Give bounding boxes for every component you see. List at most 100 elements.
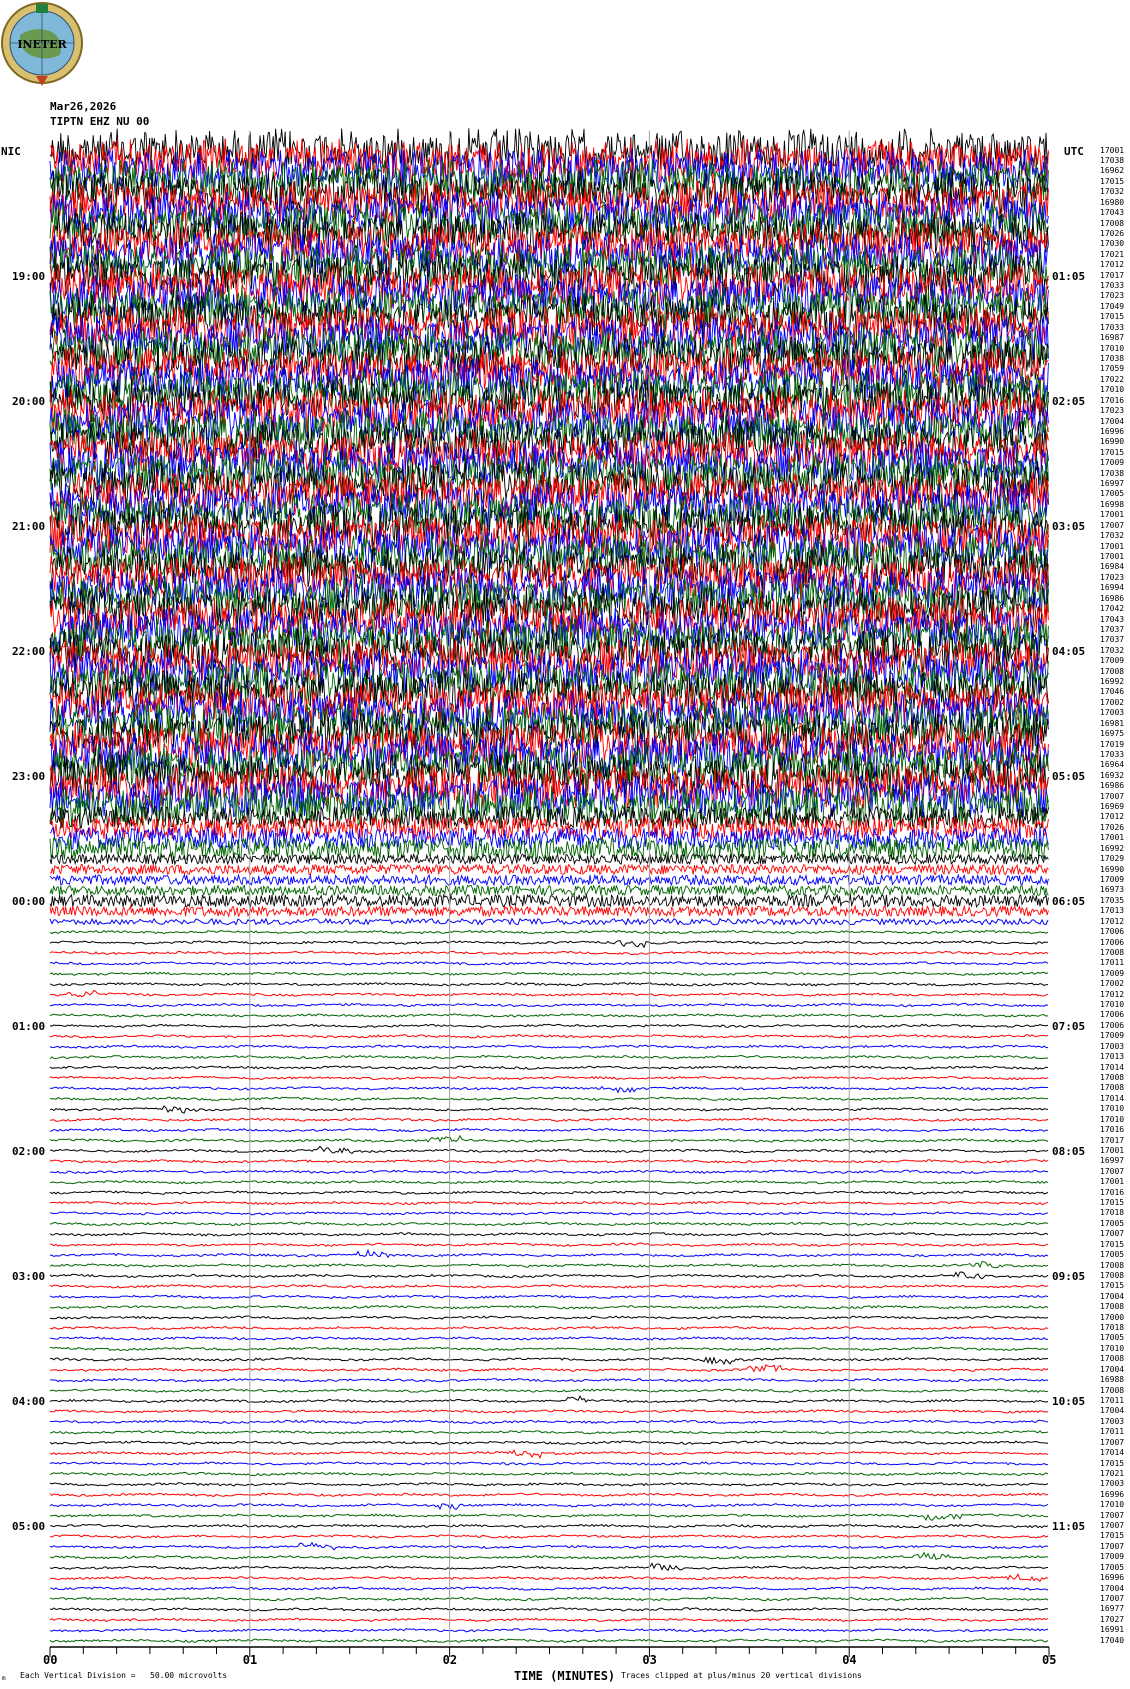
trace-value-label: 17008 — [1100, 947, 1125, 957]
trace-value-label: 16997 — [1100, 479, 1125, 489]
right-hour-label: 10:05 — [1052, 1395, 1086, 1408]
trace-77 — [49, 950, 1049, 956]
trace-value-label: 16962 — [1100, 166, 1125, 176]
trace-value-label: 17007 — [1100, 1541, 1125, 1551]
trace-87 — [49, 1054, 1049, 1060]
trace-118 — [49, 1377, 1049, 1383]
trace-value-label: 17014 — [1100, 1448, 1125, 1458]
trace-value-label: 17006 — [1100, 937, 1125, 947]
trace-96 — [49, 1145, 1049, 1155]
trace-93 — [49, 1117, 1049, 1122]
right-hour-label: 11:05 — [1052, 1520, 1086, 1534]
trace-value-label: 17009 — [1100, 458, 1125, 468]
trace-82 — [49, 1002, 1049, 1008]
trace-value-label: 16992 — [1100, 677, 1125, 687]
trace-value-label: 17004 — [1100, 1291, 1125, 1301]
trace-78 — [49, 961, 1049, 966]
trace-132 — [49, 1523, 1049, 1529]
trace-value-label: 17001 — [1100, 541, 1125, 551]
trace-value-label: 16997 — [1100, 1156, 1125, 1166]
trace-value-label: 17030 — [1100, 239, 1125, 249]
trace-107 — [49, 1261, 1049, 1269]
trace-value-label: 17033 — [1100, 322, 1125, 332]
trace-value-label: 17023 — [1100, 572, 1125, 582]
trace-value-label: 17059 — [1100, 364, 1125, 374]
svg-text:INETER: INETER — [17, 38, 67, 51]
trace-117 — [49, 1364, 1049, 1373]
trace-value-label: 17009 — [1100, 875, 1125, 884]
trace-value-label: 17009 — [1100, 656, 1125, 666]
trace-value-label: 16996 — [1100, 1573, 1125, 1583]
trace-value-label: 17027 — [1100, 1614, 1125, 1624]
trace-value-label: 17038 — [1100, 468, 1125, 478]
trace-value-label: 16990 — [1100, 437, 1125, 447]
trace-84 — [49, 1023, 1049, 1029]
trace-73 — [49, 904, 1049, 918]
trace-value-label: 17012 — [1100, 260, 1125, 270]
scale-note: Each Vertical Division = 50.00 microvolt… — [20, 1671, 228, 1680]
trace-value-label: 17038 — [1100, 156, 1125, 166]
trace-75 — [49, 929, 1049, 935]
trace-119 — [49, 1388, 1049, 1393]
trace-value-label: 17007 — [1100, 1166, 1125, 1176]
trace-95 — [49, 1134, 1049, 1143]
trace-138 — [49, 1586, 1049, 1591]
trace-value-label: 16992 — [1100, 843, 1125, 853]
trace-value-label: 17042 — [1100, 604, 1125, 614]
trace-43 — [49, 576, 1049, 622]
trace-63 — [49, 784, 1049, 831]
trace-136 — [49, 1562, 1049, 1572]
left-hour-label: 03:00 — [12, 1269, 46, 1283]
trace-36 — [49, 503, 1049, 549]
trace-value-label: 17008 — [1100, 1270, 1125, 1280]
trace-value-label: 17040 — [1100, 1635, 1125, 1645]
trace-116 — [49, 1356, 1049, 1366]
trace-value-label: 17016 — [1100, 1125, 1125, 1135]
trace-20 — [49, 335, 1049, 382]
trace-89 — [49, 1075, 1049, 1081]
trace-value-label: 17026 — [1100, 228, 1125, 238]
trace-value-label: 17008 — [1100, 1302, 1125, 1312]
trace-value-label: 17008 — [1100, 218, 1125, 228]
trace-85 — [49, 1034, 1049, 1039]
trace-112 — [49, 1315, 1049, 1320]
trace-90 — [49, 1085, 1049, 1094]
trace-28 — [49, 419, 1049, 466]
trace-44 — [49, 586, 1049, 634]
trace-value-label: 17015 — [1100, 312, 1125, 322]
trace-value-label: 17018 — [1100, 1208, 1125, 1218]
trace-value-label: 17012 — [1100, 812, 1125, 822]
trace-value-label: 17007 — [1100, 1593, 1125, 1603]
trace-value-label: 16977 — [1100, 1604, 1125, 1614]
trace-value-label: 17026 — [1100, 822, 1125, 832]
trace-value-label: 17007 — [1100, 1437, 1125, 1447]
trace-value-label: 17010 — [1100, 343, 1125, 353]
trace-value-label: 17015 — [1100, 1281, 1125, 1291]
trace-114 — [49, 1336, 1049, 1341]
trace-140 — [49, 1607, 1049, 1612]
trace-value-label: 17006 — [1100, 1020, 1125, 1030]
trace-111 — [49, 1305, 1049, 1310]
trace-value-label: 16981 — [1100, 718, 1125, 728]
trace-126 — [49, 1461, 1049, 1466]
trace-38 — [49, 524, 1049, 571]
right-hour-label: 04:05 — [1052, 644, 1086, 658]
trace-value-label: 16984 — [1100, 562, 1125, 572]
left-hour-label: 01:00 — [12, 1019, 46, 1033]
trace-value-label: 17003 — [1100, 1479, 1125, 1489]
trace-value-label: 17016 — [1100, 395, 1125, 405]
trace-value-label: 17006 — [1100, 1010, 1125, 1020]
trace-value-label: 17005 — [1100, 1218, 1125, 1228]
trace-value-label: 17008 — [1100, 1385, 1125, 1395]
trace-value-label: 16990 — [1100, 864, 1125, 874]
trace-value-label: 17013 — [1100, 906, 1125, 916]
trace-88 — [49, 1065, 1049, 1070]
trace-value-label: 17037 — [1100, 624, 1125, 634]
trace-value-label: 17043 — [1100, 208, 1125, 218]
trace-value-label: 17003 — [1100, 708, 1125, 718]
trace-value-label: 16969 — [1100, 802, 1125, 812]
trace-58 — [49, 731, 1049, 778]
trace-120 — [49, 1395, 1049, 1404]
trace-value-label: 17003 — [1100, 1416, 1125, 1426]
trace-104 — [49, 1232, 1049, 1237]
